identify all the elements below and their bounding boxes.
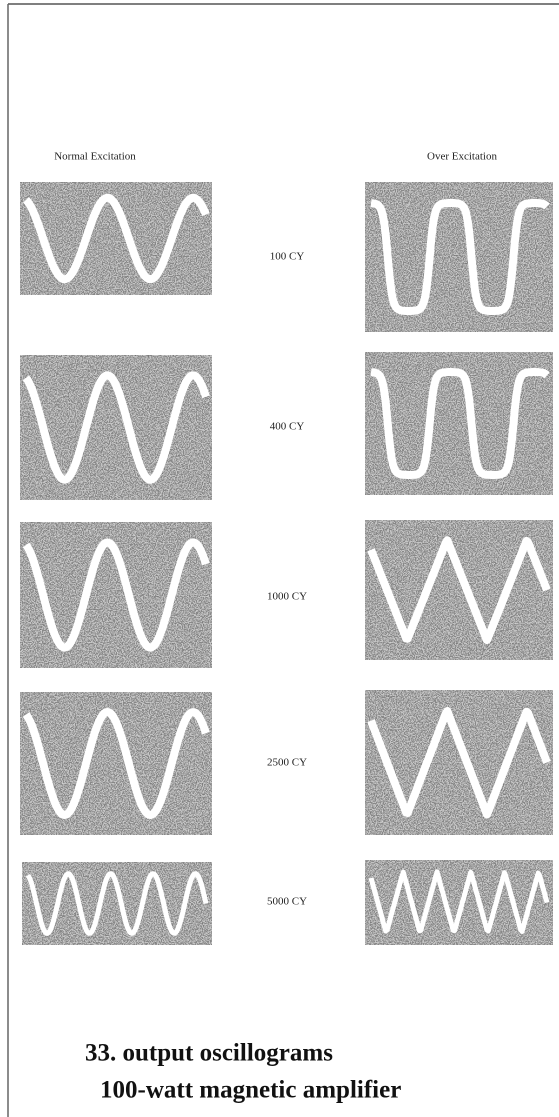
caption-title: 33. output oscillograms [85,1040,333,1067]
waveform [22,371,210,484]
caption-subtitle: 100-watt magnetic amplifier [100,1077,401,1104]
frequency-label: 1000 CY [267,591,307,603]
frequency-label: 5000 CY [267,896,307,908]
frequency-label: 100 CY [270,251,305,263]
waveform [23,193,210,284]
waveform [22,708,210,819]
waveform [368,368,550,479]
waveform [25,871,209,936]
oscillogram [21,861,213,946]
column-header: Normal Excitation [54,151,136,163]
oscillogram [19,521,213,669]
column-header: Over Excitation [427,151,497,163]
waveform [368,199,550,315]
waveform [368,869,550,934]
waveform [367,707,551,819]
oscillogram [19,691,213,836]
waveform [367,536,551,645]
frequency-label: 2500 CY [267,757,307,769]
waveform [22,538,210,652]
oscillogram [19,354,213,501]
frequency-label: 400 CY [270,421,305,433]
